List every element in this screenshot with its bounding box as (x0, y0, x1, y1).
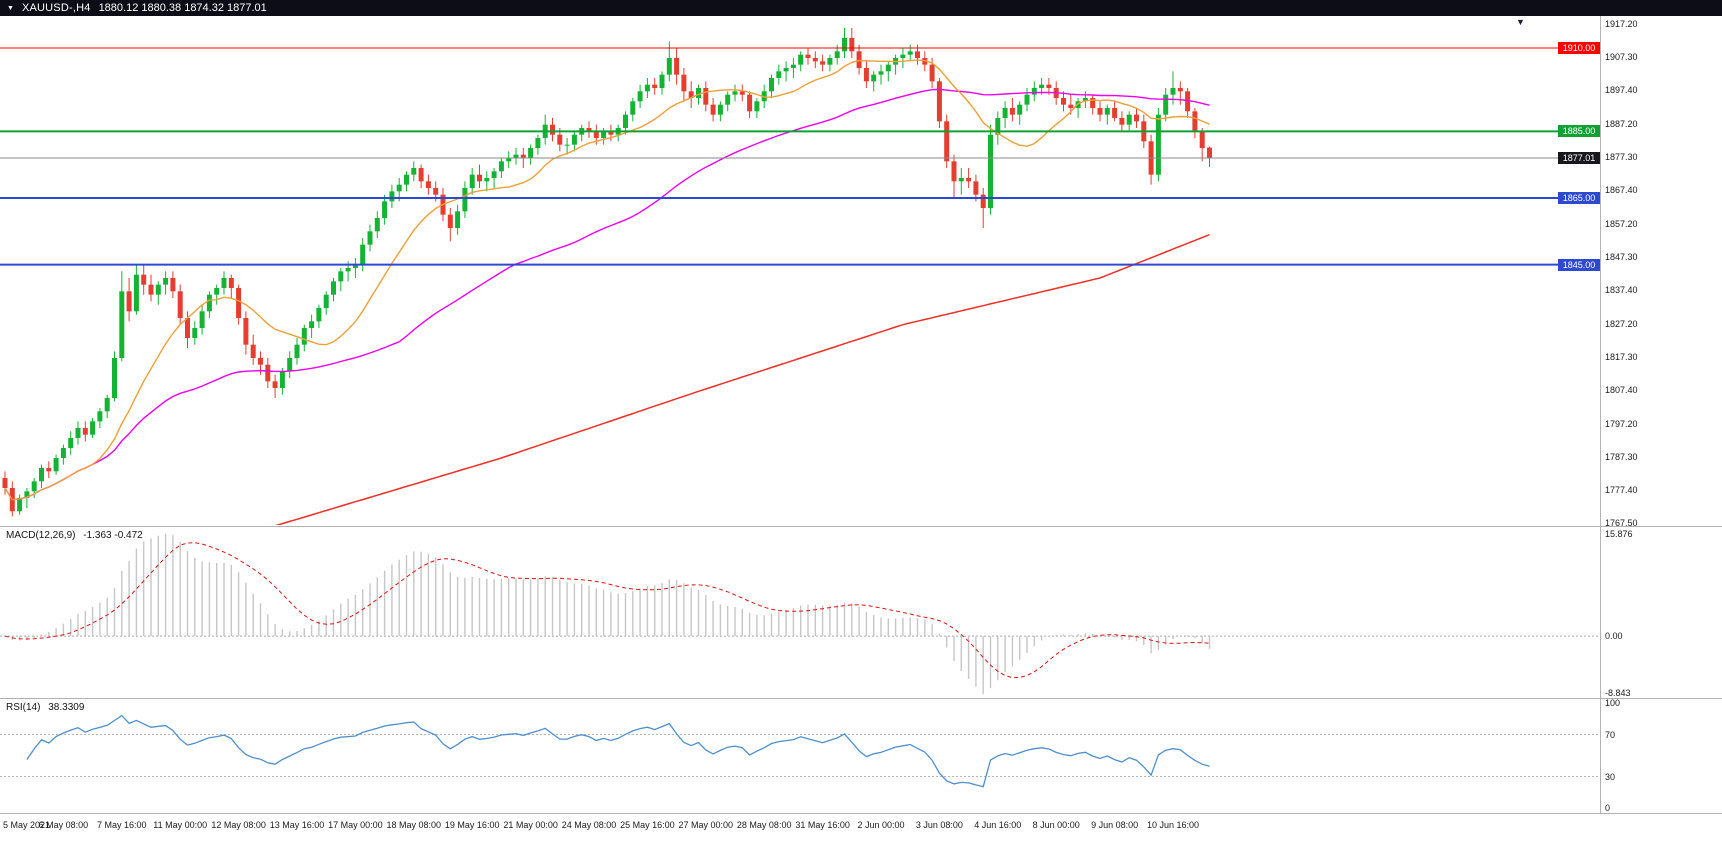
macd-tick-label: 15.876 (1605, 529, 1633, 539)
level-price-box: 1910.00 (1558, 42, 1600, 54)
price-tick-label: 1867.40 (1605, 185, 1638, 195)
price-tick-label: 1837.40 (1605, 285, 1638, 295)
time-axis-label: 13 May 16:00 (269, 820, 325, 830)
time-axis-label: 9 Jun 08:00 (1091, 820, 1139, 830)
time-axis-label: 31 May 16:00 (795, 820, 850, 830)
macd-indicator-label: MACD(12,26,9) -1.363 -0.472 (6, 530, 143, 541)
macd-tick-label: -8.843 (1605, 688, 1631, 698)
time-axis-label: 18 May 08:00 (386, 820, 442, 830)
price-tick-label: 1857.20 (1605, 219, 1638, 229)
main-chart-group (2, 28, 1212, 525)
time-axis-label: 27 May 00:00 (678, 820, 734, 830)
rsi-tick-label: 100 (1605, 698, 1621, 708)
current-price-box: 1877.01 (1558, 151, 1600, 164)
symbol-period-label[interactable]: XAUUSD-,H4 (21, 2, 91, 14)
price-tick-label: 1767.50 (1605, 518, 1638, 528)
rsi-line (26, 714, 1210, 788)
macd-tick-label: 0.00 (1605, 631, 1623, 642)
time-axis-label: 2 Jun 00:00 (857, 820, 905, 830)
time-axis-label: 5 May 2021 (3, 820, 51, 830)
ma-mid-line (4, 88, 1210, 501)
time-axis-label: 3 Jun 08:00 (915, 820, 963, 830)
time-axis-label: 24 May 08:00 (561, 820, 617, 830)
price-tick-label: 1847.30 (1605, 252, 1638, 262)
price-tick-label: 1797.20 (1605, 419, 1638, 429)
time-axis-label: 17 May 00:00 (328, 820, 383, 830)
candles-group (2, 28, 1212, 517)
level-price-box: 1885.00 (1558, 125, 1600, 138)
time-axis-label: 4 Jun 16:00 (974, 820, 1022, 830)
ohlc-readout: 1880.12 1880.38 1874.32 1877.01 (98, 2, 267, 14)
rsi-value: 38.3309 (48, 702, 85, 713)
time-axis-label: 19 May 16:00 (444, 820, 500, 830)
symbol-dropdown-icon[interactable]: ▼ (7, 4, 14, 12)
level-price-box: 1845.00 (1558, 258, 1600, 271)
ma-slow-line (275, 234, 1210, 525)
time-axis-label: 8 Jun 00:00 (1032, 820, 1080, 830)
macd-values: -1.363 -0.472 (83, 530, 143, 541)
price-tick-label: 1877.30 (1605, 152, 1638, 162)
price-tick-label: 1887.20 (1605, 119, 1638, 129)
chart-shift-marker-icon[interactable]: ▼ (1516, 17, 1525, 27)
level-price-box: 1865.00 (1558, 192, 1600, 204)
price-tick-label: 1907.30 (1605, 52, 1638, 62)
macd-panel-group (0, 533, 1600, 695)
price-tick-label: 1807.40 (1605, 385, 1638, 395)
time-axis-label: 11 May 00:00 (153, 820, 208, 830)
price-tick-label: 1787.30 (1605, 452, 1638, 462)
price-tick-label: 1897.40 (1605, 85, 1638, 95)
rsi-tick-label: 70 (1605, 729, 1616, 740)
rsi-tick-label: 0 (1605, 803, 1611, 813)
rsi-indicator-label: RSI(14) 38.3309 (6, 702, 84, 713)
price-tick-label: 1817.30 (1605, 352, 1638, 362)
time-axis-label: 6 May 08:00 (38, 820, 89, 830)
rsi-title: RSI(14) (6, 702, 41, 713)
time-axis-label: 10 Jun 16:00 (1146, 820, 1200, 830)
macd-signal-line (4, 542, 1210, 679)
time-axis-label: 25 May 16:00 (620, 820, 675, 830)
time-axis-label: 7 May 16:00 (97, 820, 147, 830)
price-tick-label: 1917.20 (1605, 19, 1638, 29)
time-axis-label: 28 May 08:00 (736, 820, 792, 830)
rsi-tick-label: 30 (1605, 771, 1616, 782)
macd-title: MACD(12,26,9) (6, 530, 76, 541)
chart-header-bar: ▼ XAUUSD-,H4 1880.12 1880.38 1874.32 187… (0, 0, 1722, 16)
time-axis-label: 21 May 00:00 (503, 820, 558, 830)
time-axis-label: 12 May 08:00 (211, 820, 266, 830)
price-tick-label: 1777.40 (1605, 485, 1638, 495)
rsi-panel-group (0, 714, 1600, 788)
price-tick-label: 1827.20 (1605, 319, 1638, 329)
ma-fast-line (4, 59, 1210, 501)
